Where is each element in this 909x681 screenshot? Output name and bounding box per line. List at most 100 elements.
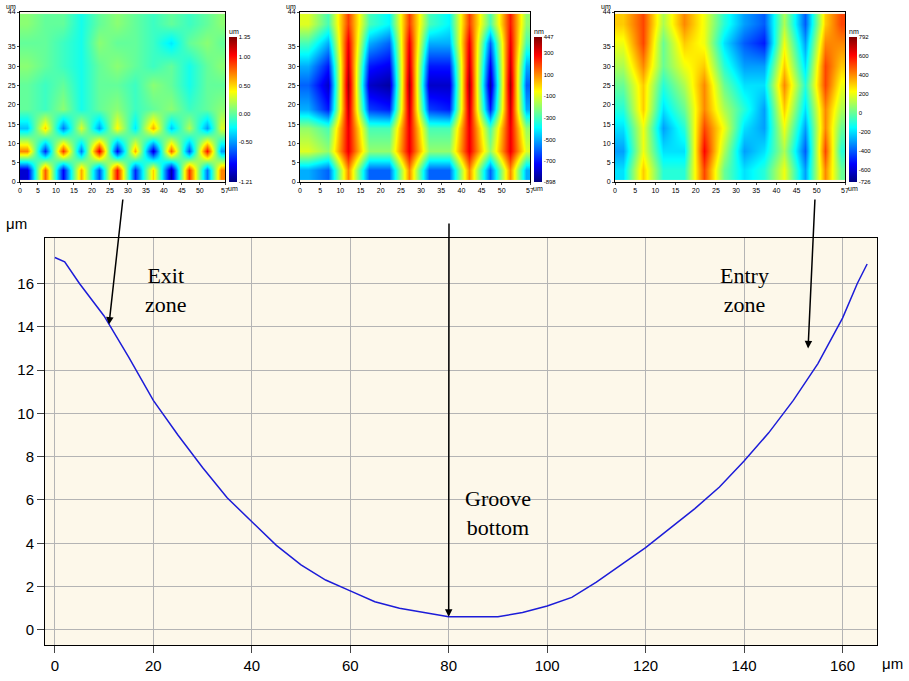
svg-text:57: 57: [841, 187, 849, 194]
svg-text:50: 50: [813, 187, 821, 194]
svg-text:10: 10: [651, 187, 659, 194]
svg-text:5: 5: [292, 159, 296, 166]
svg-text:-898: -898: [544, 179, 557, 185]
svg-text:600: 600: [859, 53, 870, 59]
svg-text:-700: -700: [544, 158, 557, 164]
svg-text:44: 44: [603, 8, 611, 15]
svg-text:1.35: 1.35: [239, 34, 251, 40]
svg-text:0: 0: [26, 621, 34, 638]
svg-text:0: 0: [292, 178, 296, 185]
svg-text:5: 5: [318, 187, 322, 194]
svg-text:25: 25: [8, 82, 16, 89]
svg-text:10: 10: [17, 405, 34, 422]
svg-text:40: 40: [773, 187, 781, 194]
svg-text:20: 20: [288, 101, 296, 108]
svg-text:15: 15: [8, 121, 16, 128]
svg-text:6: 6: [26, 491, 34, 508]
svg-text:0: 0: [298, 187, 302, 194]
svg-text:0: 0: [12, 178, 16, 185]
svg-text:30: 30: [417, 187, 425, 194]
svg-text:44: 44: [8, 8, 16, 15]
svg-text:Groovebottom: Groovebottom: [465, 486, 531, 540]
svg-text:um: um: [229, 28, 239, 35]
svg-text:35: 35: [437, 187, 445, 194]
svg-text:20: 20: [8, 101, 16, 108]
svg-text:12: 12: [17, 361, 34, 378]
svg-text:10: 10: [52, 187, 60, 194]
svg-text:15: 15: [603, 121, 611, 128]
svg-text:5: 5: [12, 159, 16, 166]
svg-text:120: 120: [633, 657, 658, 674]
svg-text:10: 10: [288, 140, 296, 147]
svg-text:25: 25: [712, 187, 720, 194]
svg-text:45: 45: [793, 187, 801, 194]
svg-text:35: 35: [142, 187, 150, 194]
svg-text:20: 20: [377, 187, 385, 194]
svg-text:16: 16: [17, 275, 34, 292]
svg-text:20: 20: [88, 187, 96, 194]
svg-text:15: 15: [70, 187, 78, 194]
svg-text:2: 2: [26, 578, 34, 595]
svg-text:15: 15: [357, 187, 365, 194]
svg-text:35: 35: [8, 43, 16, 50]
svg-text:-200: -200: [859, 129, 872, 135]
svg-text:40: 40: [458, 187, 466, 194]
svg-text:8: 8: [26, 448, 34, 465]
svg-text:0: 0: [18, 187, 22, 194]
svg-text:45: 45: [478, 187, 486, 194]
svg-text:40: 40: [160, 187, 168, 194]
svg-text:0: 0: [613, 187, 617, 194]
svg-text:0: 0: [859, 110, 863, 116]
svg-text:μm: μm: [6, 215, 27, 232]
svg-text:792: 792: [859, 34, 870, 40]
svg-text:35: 35: [603, 43, 611, 50]
svg-text:10: 10: [8, 140, 16, 147]
svg-text:5: 5: [633, 187, 637, 194]
svg-text:25: 25: [106, 187, 114, 194]
svg-text:10: 10: [336, 187, 344, 194]
svg-text:14: 14: [17, 318, 34, 335]
svg-text:25: 25: [397, 187, 405, 194]
svg-text:40: 40: [243, 657, 260, 674]
svg-text:447: 447: [544, 34, 555, 40]
svg-text:100: 100: [544, 72, 555, 78]
svg-text:um: um: [533, 185, 543, 192]
svg-text:20: 20: [692, 187, 700, 194]
svg-text:25: 25: [603, 82, 611, 89]
svg-text:35: 35: [288, 43, 296, 50]
svg-text:10: 10: [603, 140, 611, 147]
svg-text:30: 30: [8, 63, 16, 70]
svg-text:um: um: [286, 3, 296, 10]
svg-text:15: 15: [288, 121, 296, 128]
svg-text:15: 15: [672, 187, 680, 194]
svg-text:0: 0: [51, 657, 59, 674]
svg-text:nm: nm: [534, 28, 544, 35]
svg-text:-0.50: -0.50: [239, 139, 253, 145]
svg-text:200: 200: [859, 91, 870, 97]
svg-text:Entryzone: Entryzone: [720, 263, 769, 317]
svg-text:Exitzone: Exitzone: [145, 263, 187, 317]
svg-text:-300: -300: [544, 115, 557, 121]
svg-text:um: um: [6, 3, 16, 10]
svg-text:um: um: [228, 185, 238, 192]
svg-text:um: um: [601, 3, 611, 10]
svg-text:57: 57: [221, 187, 229, 194]
svg-text:45: 45: [178, 187, 186, 194]
svg-text:30: 30: [124, 187, 132, 194]
svg-text:60: 60: [342, 657, 359, 674]
svg-text:-1.21: -1.21: [239, 179, 253, 185]
svg-text:30: 30: [288, 63, 296, 70]
svg-text:30: 30: [603, 63, 611, 70]
svg-text:0.50: 0.50: [239, 83, 251, 89]
svg-text:25: 25: [288, 82, 296, 89]
svg-text:80: 80: [440, 657, 457, 674]
svg-text:-726: -726: [859, 179, 872, 185]
svg-text:5: 5: [607, 159, 611, 166]
svg-text:-600: -600: [859, 167, 872, 173]
svg-text:57: 57: [526, 187, 534, 194]
svg-text:30: 30: [732, 187, 740, 194]
svg-text:0: 0: [607, 178, 611, 185]
svg-text:20: 20: [603, 101, 611, 108]
svg-text:300: 300: [544, 50, 555, 56]
svg-text:5: 5: [36, 187, 40, 194]
